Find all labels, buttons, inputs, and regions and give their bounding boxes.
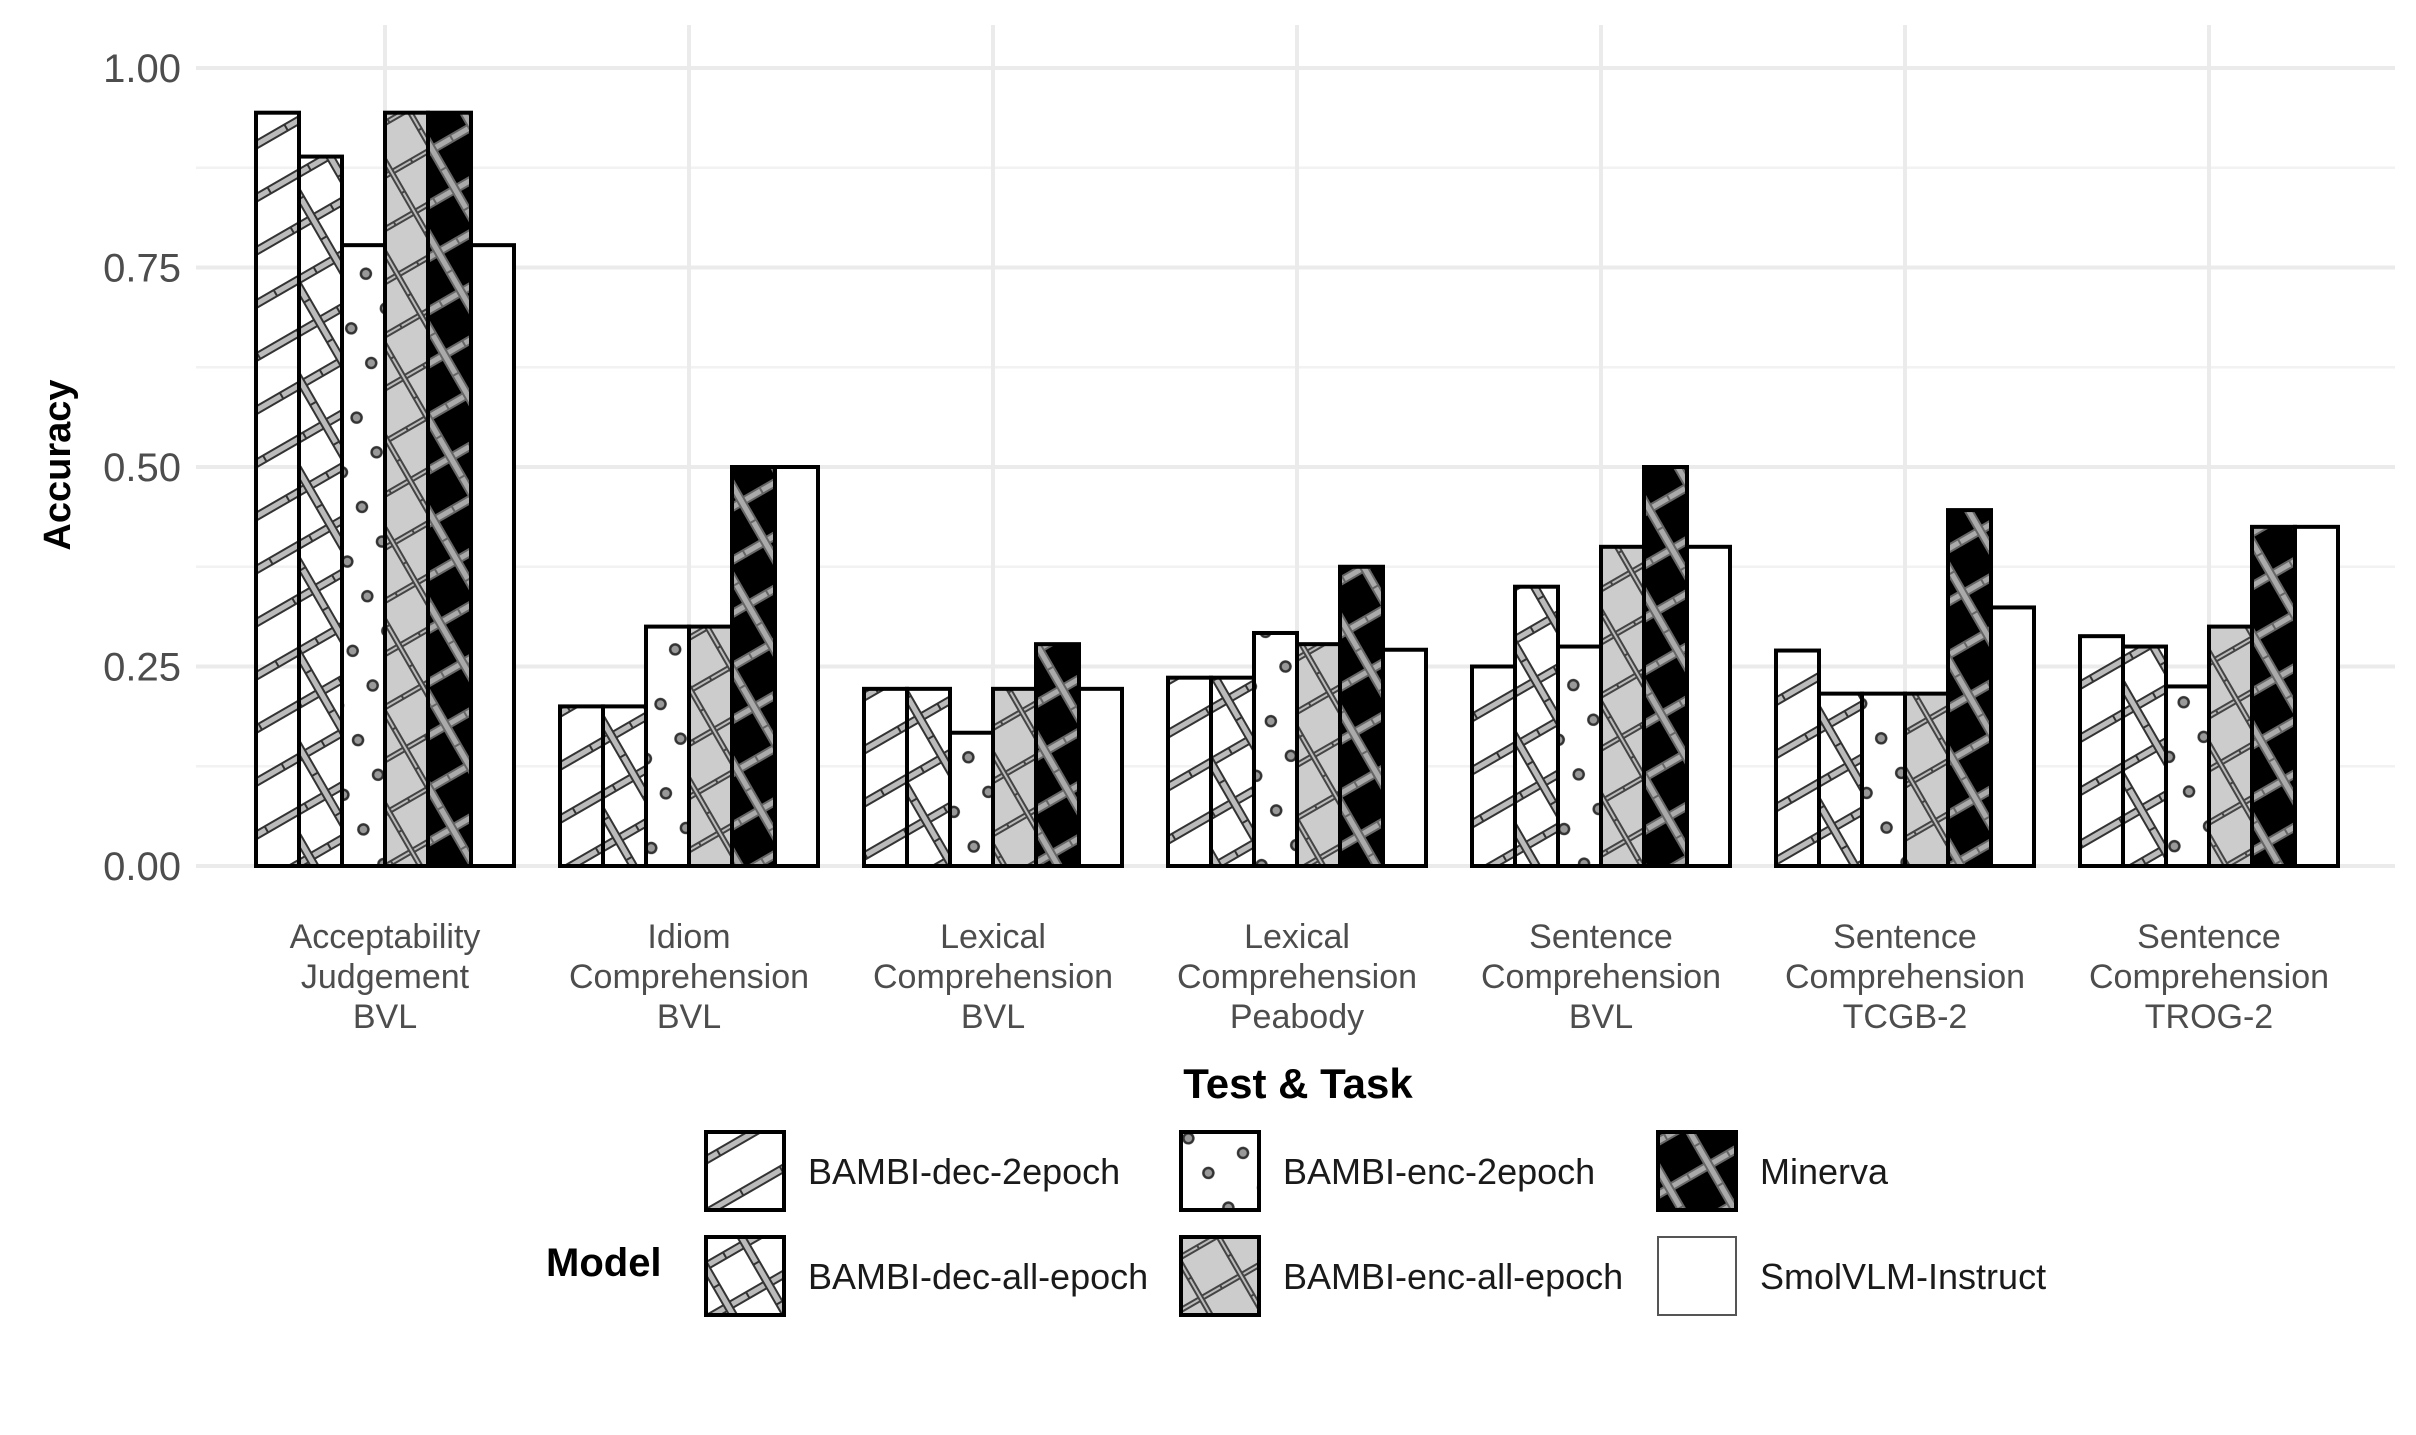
x-tick-label: Comprehension bbox=[1785, 958, 2025, 996]
x-tick-label: BVL bbox=[1569, 998, 1633, 1036]
bar bbox=[905, 686, 952, 868]
x-tick-label: BVL bbox=[657, 998, 721, 1036]
bar bbox=[1470, 664, 1517, 868]
bar bbox=[948, 730, 995, 869]
bar bbox=[2078, 634, 2125, 869]
x-tick-label: Acceptability bbox=[290, 918, 481, 956]
legend-key bbox=[704, 1235, 786, 1317]
legend-label: BAMBI-enc-all-epoch bbox=[1283, 1256, 1623, 1297]
y-tick-label: 1.00 bbox=[103, 47, 181, 91]
x-tick-label: Sentence bbox=[1529, 918, 1673, 956]
bar bbox=[2164, 684, 2211, 869]
bar bbox=[297, 154, 344, 868]
bar bbox=[601, 704, 648, 869]
bar bbox=[1513, 584, 1560, 868]
x-tick-label: BVL bbox=[961, 998, 1025, 1036]
y-tick-label: 0.75 bbox=[103, 247, 181, 291]
bar bbox=[2250, 524, 2297, 868]
bar bbox=[773, 465, 820, 868]
legend-key bbox=[1179, 1130, 1261, 1212]
bar bbox=[383, 110, 430, 869]
x-tick-label: Lexical bbox=[940, 918, 1046, 956]
bar bbox=[1166, 675, 1213, 868]
y-tick-label: 0.00 bbox=[103, 845, 181, 889]
bar bbox=[1556, 644, 1603, 868]
legend-key bbox=[1656, 1130, 1738, 1212]
bar bbox=[1209, 675, 1256, 868]
legend-label: BAMBI-dec-all-epoch bbox=[808, 1256, 1148, 1297]
bar bbox=[1252, 630, 1299, 869]
legend-label: SmolVLM-Instruct bbox=[1760, 1256, 2046, 1297]
bar bbox=[687, 624, 734, 868]
legend-label: Minerva bbox=[1760, 1151, 1889, 1192]
bar bbox=[1642, 465, 1689, 868]
bar bbox=[991, 686, 1038, 868]
legend: Model BAMBI-dec-2epoch BAMBI-dec-all-epoc… bbox=[546, 1130, 2046, 1317]
x-tick-label: Sentence bbox=[1833, 918, 1977, 956]
x-tick-label: Judgement bbox=[301, 958, 470, 996]
bar bbox=[1685, 544, 1732, 868]
x-tick-label: TROG-2 bbox=[2145, 998, 2273, 1036]
legend-key bbox=[704, 1130, 786, 1212]
legend-label: BAMBI-dec-2epoch bbox=[808, 1151, 1120, 1192]
bar bbox=[2121, 644, 2168, 868]
bar bbox=[1817, 691, 1864, 869]
bar bbox=[340, 243, 387, 868]
bar bbox=[1077, 686, 1124, 868]
x-tick-label: Comprehension bbox=[1481, 958, 1721, 996]
x-tick-label: Comprehension bbox=[569, 958, 809, 996]
bar bbox=[1860, 691, 1907, 869]
bar bbox=[1338, 564, 1385, 868]
bar bbox=[558, 704, 605, 869]
bar bbox=[730, 465, 777, 868]
bar bbox=[1946, 508, 1993, 868]
bar bbox=[1381, 647, 1428, 868]
bar bbox=[1989, 605, 2036, 868]
legend-key bbox=[1657, 1236, 1737, 1316]
x-tick-label: BVL bbox=[353, 998, 417, 1036]
y-tick-label: 0.50 bbox=[103, 446, 181, 490]
bar bbox=[644, 624, 691, 868]
bar bbox=[426, 110, 473, 869]
x-tick-label: Idiom bbox=[647, 918, 730, 956]
y-axis-label: Accuracy bbox=[37, 379, 79, 550]
bar bbox=[862, 686, 909, 868]
bar bbox=[2293, 524, 2340, 868]
x-tick-label: Comprehension bbox=[873, 958, 1113, 996]
legend-title: Model bbox=[546, 1241, 662, 1285]
axes: Accuracy Test & Task 0.00 0.25 0.50 0.75 1.0… bbox=[37, 47, 2329, 1107]
bar bbox=[1774, 648, 1821, 868]
x-tick-label: Peabody bbox=[1230, 998, 1364, 1036]
bar bbox=[469, 243, 516, 868]
x-tick-label: Comprehension bbox=[2089, 958, 2329, 996]
legend-key bbox=[1179, 1235, 1261, 1317]
x-tick-label: Lexical bbox=[1244, 918, 1350, 956]
bars bbox=[254, 110, 2340, 869]
bar bbox=[1034, 642, 1081, 868]
y-tick-label: 0.25 bbox=[103, 646, 181, 690]
bar bbox=[1903, 691, 1950, 869]
x-tick-label: Sentence bbox=[2137, 918, 2281, 956]
x-axis-label: Test & Task bbox=[1183, 1060, 1413, 1107]
bar bbox=[2207, 624, 2254, 868]
x-tick-label: Comprehension bbox=[1177, 958, 1417, 996]
bar bbox=[1295, 642, 1342, 868]
bar bbox=[1599, 544, 1646, 868]
legend-label: BAMBI-enc-2epoch bbox=[1283, 1151, 1595, 1192]
bar bbox=[254, 110, 301, 869]
x-tick-label: TCGB-2 bbox=[1843, 998, 1968, 1036]
